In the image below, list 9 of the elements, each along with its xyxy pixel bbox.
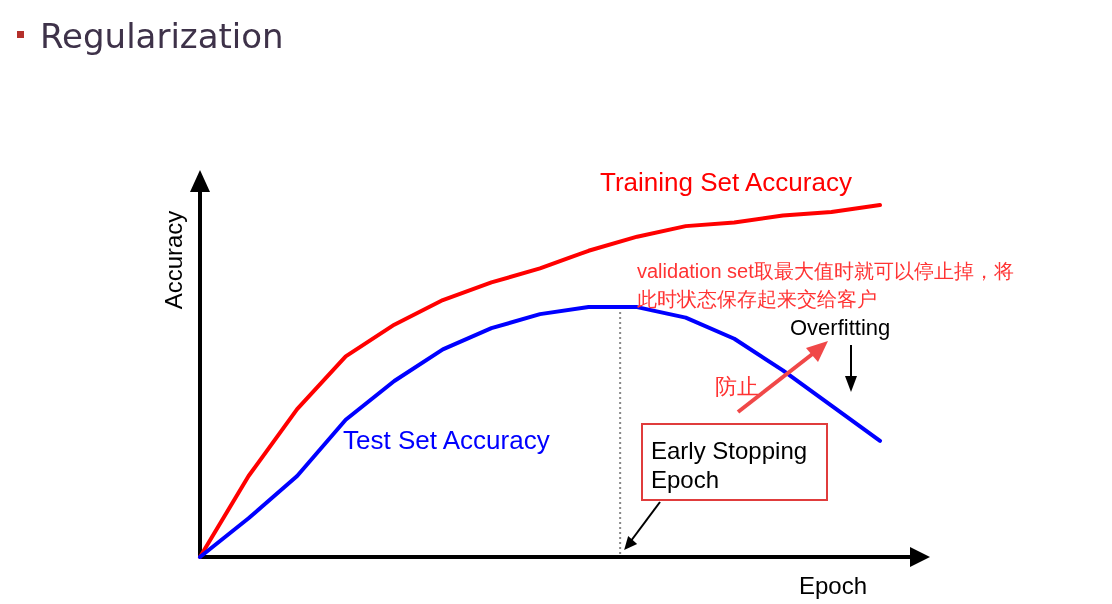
- annotation: Early Stopping Epoch: [651, 437, 808, 493]
- annotation: 防止: [715, 374, 759, 399]
- annotation: validation set取最大值时就可以停止掉，将此时状态保存起来交给客户: [637, 260, 1014, 310]
- series-label: Test Set Accuracy: [343, 425, 550, 455]
- y-axis-title: Accuracy: [160, 210, 187, 310]
- series-label: Training Set Accuracy: [600, 167, 852, 197]
- x-axis-title: Epoch: [798, 572, 868, 599]
- annotation: Overfitting: [790, 315, 891, 340]
- chart-title: Regularization: [40, 16, 284, 56]
